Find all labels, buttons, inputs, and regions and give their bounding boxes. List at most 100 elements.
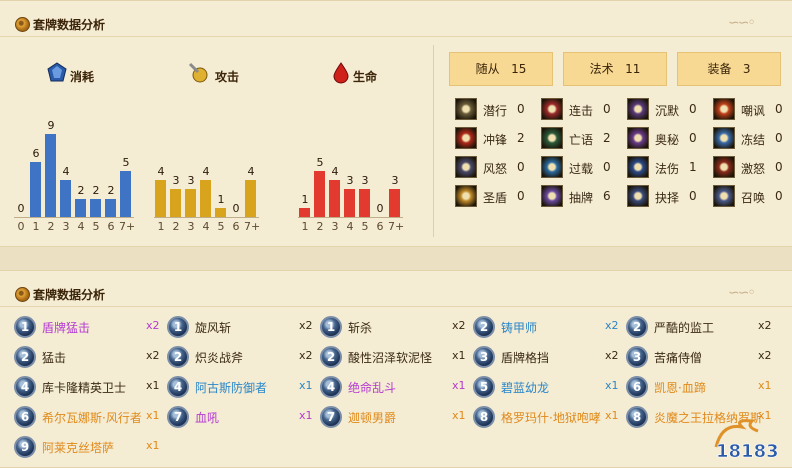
mechanic-divine-shield[interactable]: 圣盾 0 [455,184,535,210]
card-item[interactable]: 2 严酷的监工 x2 [626,315,776,343]
bar-value-label: 2 [92,183,100,197]
tick-label: 7+ [244,220,261,233]
bar-value-label: 2 [77,183,85,197]
card-name[interactable]: 阿莱克丝塔萨 [42,441,115,455]
mechanic-freeze[interactable]: 冻结 0 [713,126,792,152]
mechanic-label: 沉默 [655,104,680,118]
card-name[interactable]: 苦痛侍僧 [654,351,703,365]
card-quantity: x2 [299,349,313,362]
card-item[interactable]: 1 盾牌猛击 x2 [14,315,164,343]
card-item[interactable]: 2 炽炎战斧 x2 [167,345,317,373]
mana-cost-gem-icon: 2 [626,316,648,338]
mechanic-silence[interactable]: 沉默 0 [627,97,707,123]
card-item[interactable]: 3 苦痛侍僧 x2 [626,345,776,373]
charge-icon [455,127,477,149]
chart-baseline [14,217,134,218]
card-item[interactable]: 1 斩杀 x2 [320,315,470,343]
card-item[interactable]: 7 迦顿男爵 x1 [320,405,470,433]
card-item[interactable]: 8 炎魔之王拉格纳罗斯 x1 [626,405,776,433]
card-name[interactable]: 旋风斩 [195,321,232,335]
bar [45,134,56,217]
mechanic-label: 冲锋 [483,133,508,147]
card-item[interactable]: 2 猛击 x2 [14,345,164,373]
mana-cost-gem-icon: 2 [167,346,189,368]
mechanic-charge[interactable]: 冲锋 2 [455,126,535,152]
mechanic-taunt[interactable]: 嘲讽 0 [713,97,792,123]
card-item[interactable]: 4 阿古斯防御者 x1 [167,375,317,403]
bar [60,180,71,217]
card-name[interactable]: 格罗玛什·地狱咆哮 [501,411,601,425]
mechanic-overload[interactable]: 过载 0 [541,155,621,181]
mechanic-summon[interactable]: 召唤 0 [713,184,792,210]
mechanic-windfury[interactable]: 风怒 0 [455,155,535,181]
bar [90,198,101,217]
card-quantity: x2 [758,349,772,362]
summon-icon [713,185,735,207]
mana-cost-gem-icon: 2 [320,346,342,368]
card-item[interactable]: 3 盾牌格挡 x2 [473,345,623,373]
card-name[interactable]: 迦顿男爵 [348,411,397,425]
mechanic-enrage[interactable]: 激怒 0 [713,155,792,181]
card-name[interactable]: 炎魔之王拉格纳罗斯 [654,411,763,425]
card-name[interactable]: 斩杀 [348,321,373,335]
silence-icon [627,98,649,120]
stealth-icon [455,98,477,120]
bar-value-label: 5 [316,156,324,169]
mana-cost-gem-icon: 1 [14,316,36,338]
card-item[interactable]: 9 阿莱克丝塔萨 x1 [14,435,164,463]
mana-cost-gem-icon: 3 [626,346,648,368]
card-item[interactable]: 2 酸性沼泽软泥怪 x1 [320,345,470,373]
mechanic-stealth[interactable]: 潜行 0 [455,97,535,123]
card-type-count: 3 [742,62,751,76]
tick-label: 7+ [388,220,405,233]
card-name[interactable]: 盾牌猛击 [42,321,91,335]
card-name[interactable]: 猛击 [42,351,67,365]
card-item[interactable]: 6 希尔瓦娜斯·风行者 x1 [14,405,164,433]
card-name[interactable]: 盾牌格挡 [501,351,550,365]
card-item[interactable]: 7 血吼 x1 [167,405,317,433]
card-name[interactable]: 严酷的监工 [654,321,715,335]
card-quantity: x2 [146,319,160,332]
card-name[interactable]: 绝命乱斗 [348,381,397,395]
mechanic-label: 圣盾 [483,191,508,205]
card-name[interactable]: 阿古斯防御者 [195,381,268,395]
card-item[interactable]: 5 碧蓝幼龙 x1 [473,375,623,403]
mechanic-spell-damage[interactable]: 法伤 1 [627,155,707,181]
mechanic-secret[interactable]: 奥秘 0 [627,126,707,152]
mechanic-count: 6 [603,189,611,203]
bar-value-label: 2 [107,183,115,197]
mechanic-choose-one[interactable]: 抉择 0 [627,184,707,210]
mechanic-deathrattle[interactable]: 亡语 2 [541,126,621,152]
card-name[interactable]: 碧蓝幼龙 [501,381,550,395]
card-name[interactable]: 库卡隆精英卫士 [42,381,127,395]
taunt-icon [713,98,735,120]
mechanic-draw-card[interactable]: 抽牌 6 [541,184,621,210]
mechanic-count: 0 [603,102,611,116]
card-item[interactable]: 4 库卡隆精英卫士 x1 [14,375,164,403]
mana-cost-gem-icon: 4 [14,376,36,398]
card-quantity: x2 [146,349,160,362]
card-name[interactable]: 希尔瓦娜斯·风行者 [42,411,142,425]
card-name[interactable]: 凯恩·血蹄 [654,381,706,395]
bar [105,198,116,217]
card-item[interactable]: 2 铸甲师 x2 [473,315,623,343]
card-type-label: 法术 [589,62,614,76]
card-type-count: 11 [625,62,641,76]
hearthstone-logo-icon [15,287,30,302]
card-name[interactable]: 铸甲师 [501,321,538,335]
card-name[interactable]: 酸性沼泽软泥怪 [348,351,433,365]
card-quantity: x1 [452,349,466,362]
card-item[interactable]: 6 凯恩·血蹄 x1 [626,375,776,403]
card-item[interactable]: 8 格罗玛什·地狱咆哮 x1 [473,405,623,433]
card-item[interactable]: 4 绝命乱斗 x1 [320,375,470,403]
mechanic-label: 风怒 [483,162,508,176]
card-name[interactable]: 血吼 [195,411,220,425]
tick-label: 0 [17,220,25,233]
card-item[interactable]: 1 旋风斩 x2 [167,315,317,343]
tick-label: 2 [172,220,180,233]
mana-crystal-icon [46,62,68,84]
bar-value-label: 4 [202,165,210,179]
mechanic-combo[interactable]: 连击 0 [541,97,621,123]
bar [314,171,325,217]
card-name[interactable]: 炽炎战斧 [195,351,244,365]
